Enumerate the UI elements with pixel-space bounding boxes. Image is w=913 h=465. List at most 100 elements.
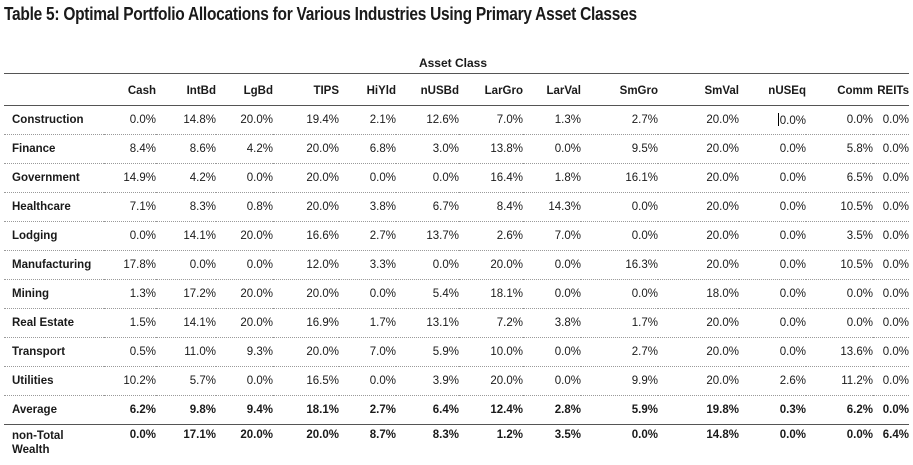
top-rule — [4, 73, 909, 74]
allocation-cell: 5.9% — [581, 396, 658, 425]
allocation-cell: 0.0% — [156, 251, 216, 280]
allocation-cell: 2.8% — [523, 396, 581, 425]
allocation-cell: 14.1% — [156, 222, 216, 251]
allocation-cell: 11.2% — [806, 367, 873, 396]
allocation-cell: 0.0% — [104, 425, 156, 465]
allocation-cell: 19.4% — [273, 106, 339, 135]
allocation-cell: 0.0% — [873, 396, 909, 425]
allocation-cell: 20.0% — [273, 338, 339, 367]
allocation-cell: 6.2% — [806, 396, 873, 425]
allocation-cell: 20.0% — [459, 251, 523, 280]
allocation-cell: 20.0% — [658, 338, 739, 367]
row-label: Manufacturing — [4, 251, 104, 280]
allocation-cell: 5.4% — [396, 280, 459, 309]
allocation-cell: 0.0% — [523, 280, 581, 309]
header-row: Cash IntBd LgBd TIPS HiYld nUSBd LarGro … — [4, 76, 909, 106]
row-label: non-Total Wealth — [4, 425, 104, 465]
allocation-cell: 16.4% — [459, 164, 523, 193]
corner-cell — [4, 76, 104, 106]
allocation-cell: 18.1% — [273, 396, 339, 425]
allocation-cell: 0.0% — [873, 367, 909, 396]
allocation-cell: 6.4% — [396, 396, 459, 425]
allocation-cell: 0.0% — [873, 164, 909, 193]
row-label: Transport — [4, 338, 104, 367]
allocation-cell: 1.3% — [104, 280, 156, 309]
allocation-cell: 18.1% — [459, 280, 523, 309]
allocation-cell: 16.9% — [273, 309, 339, 338]
allocation-cell: 11.0% — [156, 338, 216, 367]
allocation-cell: 3.5% — [806, 222, 873, 251]
allocation-cell: 8.3% — [396, 425, 459, 465]
allocation-cell: 20.0% — [658, 251, 739, 280]
allocation-cell: 1.7% — [339, 309, 396, 338]
allocation-cell: 6.4% — [873, 425, 909, 465]
allocation-cell: 17.1% — [156, 425, 216, 465]
allocation-cell: 2.6% — [739, 367, 806, 396]
allocation-cell: 3.8% — [523, 309, 581, 338]
allocation-cell: 10.5% — [806, 193, 873, 222]
allocation-cell: 7.0% — [523, 222, 581, 251]
allocation-cell: 20.0% — [658, 106, 739, 135]
row-label: Lodging — [4, 222, 104, 251]
allocation-cell: 0.0% — [216, 367, 273, 396]
allocation-cell: 0.0% — [739, 425, 806, 465]
allocation-cell: 12.0% — [273, 251, 339, 280]
allocation-cell: 16.6% — [273, 222, 339, 251]
allocation-cell: 2.1% — [339, 106, 396, 135]
allocation-cell: 14.9% — [104, 164, 156, 193]
allocation-cell: 0.0% — [339, 367, 396, 396]
column-header: REITs — [873, 76, 909, 106]
allocation-cell: 1.8% — [523, 164, 581, 193]
allocation-cell: 20.0% — [459, 367, 523, 396]
allocation-cell: 10.2% — [104, 367, 156, 396]
allocation-cell: 3.9% — [396, 367, 459, 396]
allocation-cell: 0.0% — [104, 222, 156, 251]
allocation-cell: 0.0% — [216, 164, 273, 193]
allocation-cell: 2.7% — [339, 396, 396, 425]
column-header: LarGro — [459, 76, 523, 106]
allocation-cell: 9.8% — [156, 396, 216, 425]
allocation-cell: 3.3% — [339, 251, 396, 280]
allocation-cell: 8.6% — [156, 135, 216, 164]
row-label: Finance — [4, 135, 104, 164]
allocation-cell: 9.4% — [216, 396, 273, 425]
allocation-cell: 20.0% — [658, 164, 739, 193]
row-label: Healthcare — [4, 193, 104, 222]
row-label: Real Estate — [4, 309, 104, 338]
allocation-cell: 0.0% — [806, 309, 873, 338]
column-header: SmVal — [658, 76, 739, 106]
allocation-cell: 2.7% — [581, 106, 658, 135]
column-header: SmGro — [581, 76, 658, 106]
allocation-cell: 10.0% — [459, 338, 523, 367]
allocation-cell: 14.1% — [156, 309, 216, 338]
allocation-cell: 9.5% — [581, 135, 658, 164]
allocation-cell: 4.2% — [156, 164, 216, 193]
allocation-cell: 7.0% — [339, 338, 396, 367]
allocation-cell: 8.3% — [156, 193, 216, 222]
column-header: nUSEq — [739, 76, 806, 106]
allocation-cell: 13.7% — [396, 222, 459, 251]
allocation-cell: 0.0% — [396, 164, 459, 193]
allocation-cell: 20.0% — [273, 425, 339, 465]
text-cursor — [778, 113, 779, 126]
allocation-cell: 3.8% — [339, 193, 396, 222]
allocation-cell: 17.2% — [156, 280, 216, 309]
allocation-cell: 0.0% — [739, 251, 806, 280]
allocation-cell: 0.0% — [739, 280, 806, 309]
allocation-cell: 0.5% — [104, 338, 156, 367]
allocation-cell: 0.0% — [873, 193, 909, 222]
allocation-cell: 6.5% — [806, 164, 873, 193]
column-header: HiYld — [339, 76, 396, 106]
allocation-cell: 0.0% — [581, 425, 658, 465]
allocation-cell: 0.0% — [339, 164, 396, 193]
allocation-cell: 3.0% — [396, 135, 459, 164]
allocation-cell: 13.1% — [396, 309, 459, 338]
allocation-cell: 1.2% — [459, 425, 523, 465]
allocation-cell: 12.4% — [459, 396, 523, 425]
allocation-cell: 9.9% — [581, 367, 658, 396]
